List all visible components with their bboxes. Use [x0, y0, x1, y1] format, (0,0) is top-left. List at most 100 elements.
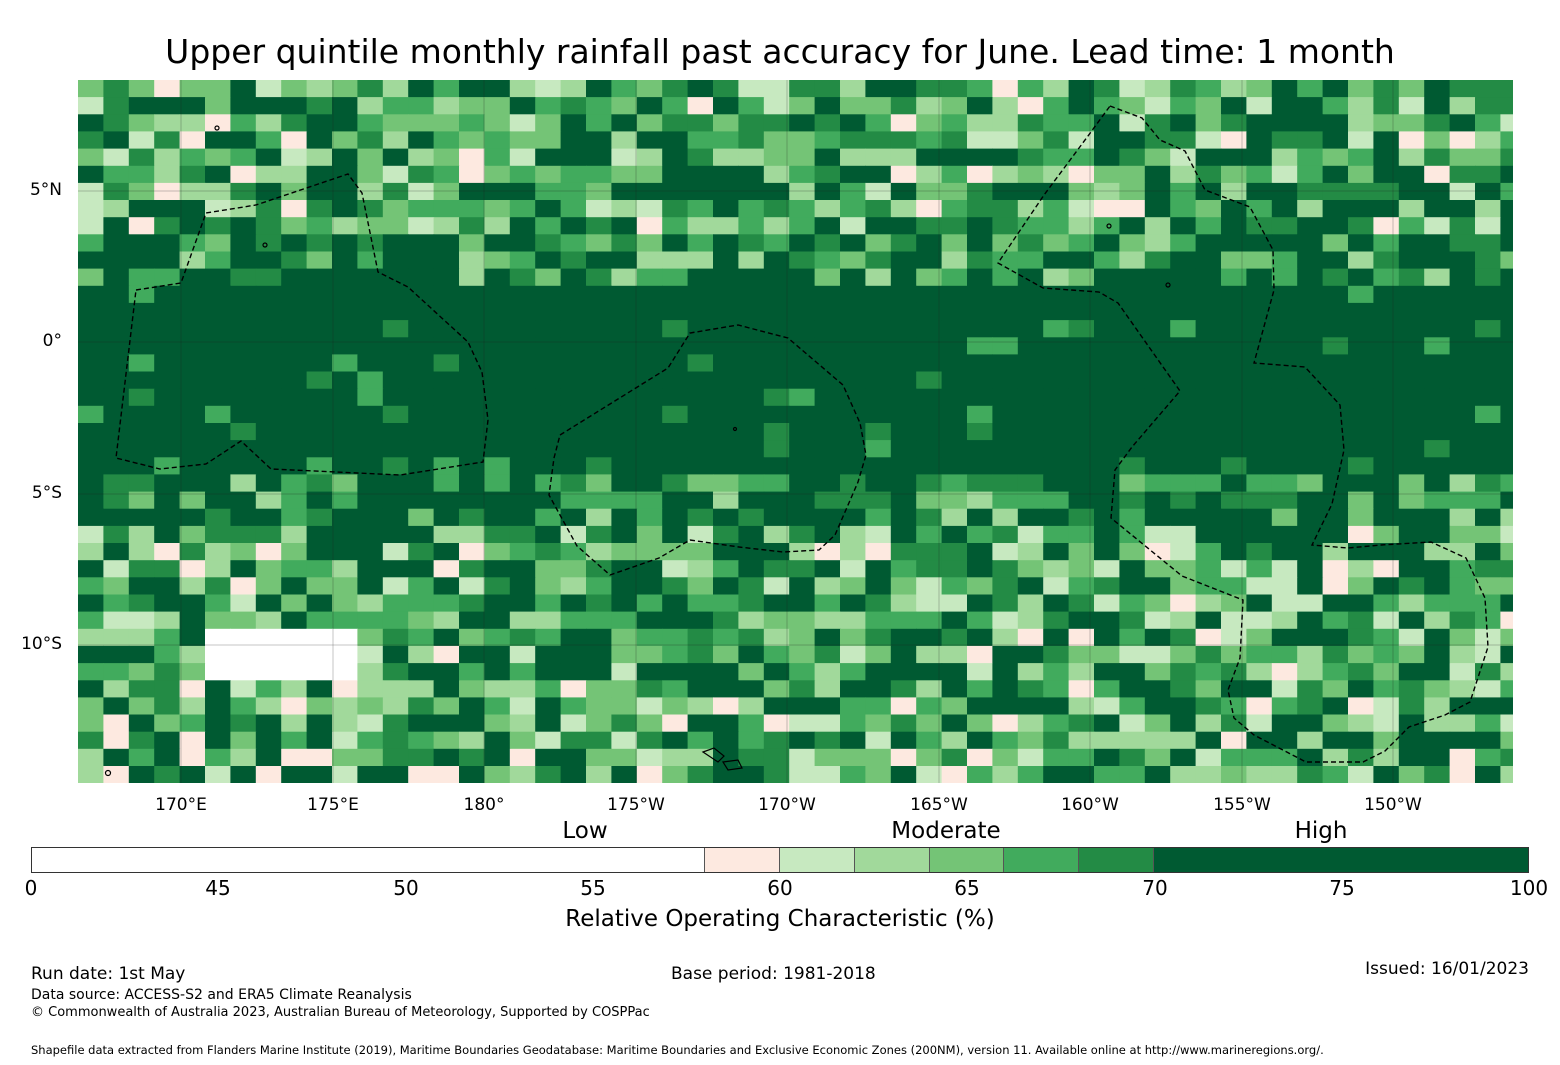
map-cell: [306, 354, 333, 373]
map-cell: [1500, 148, 1513, 167]
map-cell: [484, 200, 511, 218]
map-cell: [611, 525, 638, 544]
map-cell: [687, 628, 714, 647]
map-cell: [636, 577, 663, 596]
map-cell: [890, 200, 917, 218]
map-cell: [255, 131, 282, 150]
map-cell: [967, 354, 993, 373]
map-cell: [484, 766, 511, 783]
map-cell: [1246, 320, 1273, 338]
map-cell: [103, 628, 130, 647]
map-cell: [484, 543, 511, 561]
map-cell: [738, 337, 765, 356]
map-cell: [382, 560, 409, 578]
lat-label: 0°: [42, 331, 62, 351]
map-cell: [433, 114, 460, 133]
map-cell: [814, 423, 841, 441]
map-cell: [662, 645, 689, 664]
map-cell: [78, 165, 104, 184]
map-cell: [967, 268, 993, 287]
map-cell: [154, 268, 181, 287]
map-cell: [865, 148, 892, 167]
map-cell: [1043, 525, 1070, 544]
map-cell: [433, 560, 460, 578]
map-cell: [459, 268, 485, 287]
map-cell: [459, 766, 485, 783]
map-cell: [1271, 663, 1298, 681]
map-cell: [611, 543, 638, 561]
map-cell: [255, 731, 282, 750]
map-cell: [1246, 97, 1273, 115]
map-cell: [509, 200, 536, 218]
map-cell: [484, 371, 511, 390]
map-cell: [205, 114, 231, 133]
map-cell: [281, 285, 308, 304]
map-cell: [840, 388, 866, 407]
map-cell: [1170, 645, 1197, 664]
map-cell: [636, 663, 663, 681]
map-cell: [636, 251, 663, 270]
map-cell: [1449, 337, 1476, 356]
map-cell: [1373, 611, 1400, 630]
map-cell: [103, 337, 130, 356]
map-cell: [865, 234, 892, 253]
map-cell: [865, 320, 892, 338]
map-cell: [1068, 131, 1095, 150]
map-cell: [789, 268, 816, 287]
map-cell: [509, 440, 536, 458]
map-cell: [865, 371, 892, 390]
map-cell: [205, 491, 231, 510]
map-cell: [1246, 114, 1273, 133]
map-cell: [1424, 337, 1451, 356]
map-cell: [535, 131, 562, 150]
map-cell: [1500, 251, 1513, 270]
map-cell: [1398, 200, 1425, 218]
map-cell: [484, 97, 511, 115]
map-cell: [814, 80, 841, 98]
map-cell: [179, 714, 206, 733]
map-cell: [1017, 268, 1044, 287]
map-cell: [967, 645, 993, 664]
map-cell: [992, 165, 1019, 184]
map-cell: [1297, 200, 1324, 218]
map-cell: [1144, 320, 1171, 338]
map-cell: [1195, 80, 1222, 98]
map-cell: [154, 748, 181, 767]
map-cell: [154, 251, 181, 270]
map-cell: [1322, 697, 1349, 716]
map-cell: [763, 474, 790, 493]
map-cell: [1094, 251, 1120, 270]
map-cell: [179, 560, 206, 578]
map-cell: [179, 457, 206, 476]
map-cell: [992, 645, 1019, 664]
map-cell: [1094, 268, 1120, 287]
map-cell: [611, 337, 638, 356]
map-cell: [1221, 697, 1247, 716]
map-cell: [865, 354, 892, 373]
map-cell: [128, 302, 155, 321]
map-cell: [1068, 491, 1095, 510]
map-cell: [1348, 200, 1374, 218]
map-cell: [78, 200, 104, 218]
map-cell: [1043, 423, 1070, 441]
map-cell: [662, 268, 689, 287]
map-cell: [586, 697, 612, 716]
map-cell: [255, 491, 282, 510]
map-cell: [230, 285, 257, 304]
map-cell: [281, 560, 308, 578]
island-marker: [104, 769, 112, 777]
map-cell: [611, 182, 638, 201]
map-cell: [1119, 594, 1146, 613]
map-cell: [103, 371, 130, 390]
map-cell: [687, 114, 714, 133]
map-cell: [1500, 337, 1513, 356]
map-cell: [1297, 423, 1324, 441]
map-cell: [967, 577, 993, 596]
map-cell: [128, 114, 155, 133]
map-cell: [357, 645, 384, 664]
map-cell: [459, 371, 485, 390]
map-cell: [941, 148, 968, 167]
map-cell: [408, 663, 435, 681]
map-cell: [916, 182, 943, 201]
map-cell: [281, 525, 308, 544]
